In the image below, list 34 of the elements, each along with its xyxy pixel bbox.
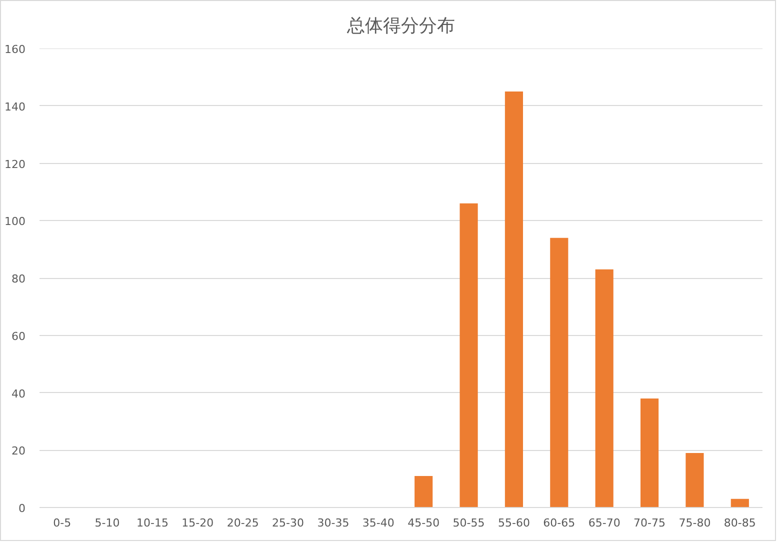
bar	[550, 238, 568, 508]
x-tick-label: 75-80	[678, 516, 711, 530]
bar	[460, 203, 478, 508]
x-tick-label: 10-15	[136, 516, 168, 530]
x-tick-label: 50-55	[452, 516, 485, 530]
bar	[414, 476, 433, 508]
bar	[640, 398, 659, 508]
bar	[730, 498, 749, 508]
x-tick-label: 60-65	[543, 516, 576, 530]
bar	[595, 269, 614, 508]
y-tick-label: 100	[4, 215, 26, 228]
y-tick-label: 160	[4, 43, 26, 56]
x-tick-label: 25-30	[272, 516, 304, 530]
y-tick-label: 40	[12, 387, 26, 400]
y-tick-label: 140	[4, 100, 26, 114]
x-tick-label: 15-20	[182, 516, 214, 530]
bar	[504, 92, 524, 508]
x-tick-label: 45-50	[408, 516, 440, 530]
y-tick-label: 120	[4, 158, 26, 171]
x-tick-label: 80-85	[724, 516, 756, 530]
x-tick-label: 30-35	[317, 516, 350, 530]
x-tick-label: 70-75	[634, 516, 666, 530]
x-tick-label: 35-40	[362, 516, 394, 530]
y-tick-label: 80	[12, 272, 26, 286]
x-tick-label: 55-60	[498, 516, 530, 530]
x-tick-label: 5-10	[94, 516, 120, 530]
bar	[686, 452, 704, 508]
x-tick-label: 65-70	[588, 516, 620, 530]
x-tick-label: 0-5	[53, 516, 72, 530]
y-tick-label: 60	[12, 330, 26, 343]
x-tick-label: 20-25	[226, 516, 259, 530]
chart-title: 总体得分分布	[346, 16, 455, 36]
y-tick-label: 20	[12, 444, 26, 458]
y-tick-label: 0	[18, 502, 26, 515]
